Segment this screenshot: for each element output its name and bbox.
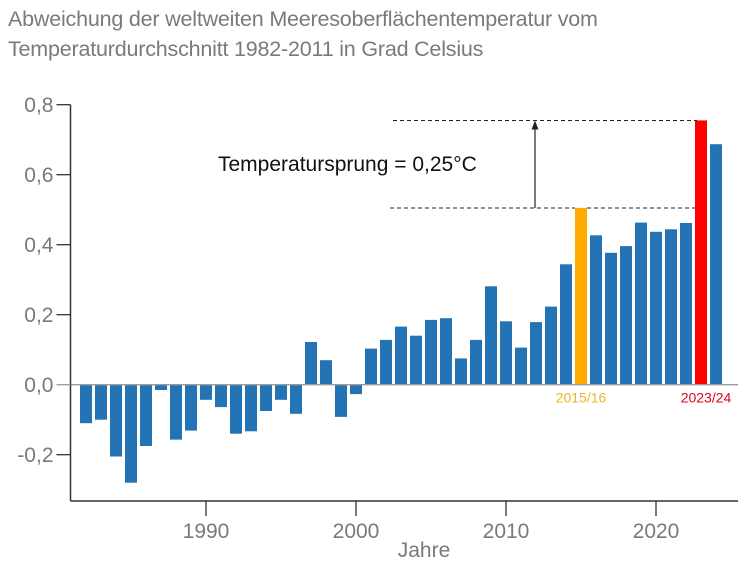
x-ticks-group: 1990 2000 2010 2020 [183,501,680,543]
chart-title: Abweichung der weltweiten Meeresoberfläc… [8,4,598,64]
bar-2008 [470,339,482,385]
highlight-labels-group: 2015/16 2023/24 [556,390,732,406]
annotation-text: Temperatursprung = 0,25°C [218,153,477,176]
bar-1987 [155,384,167,390]
x-tick-label: 2010 [483,520,530,543]
y-tick-label: 0,8 [24,94,53,117]
bar-2012 [530,322,542,385]
x-axis-label: Jahre [398,539,451,562]
bar-1990 [200,384,212,400]
bar-1992 [230,384,242,434]
bar-1993 [245,384,257,432]
bar-1999 [335,384,347,417]
bar-2014 [560,264,572,385]
highlight-label-2015: 2015/16 [556,390,607,406]
bar-1985 [125,384,137,483]
bar-2018 [620,246,632,385]
bar-2004 [410,335,422,385]
bar-1998 [320,360,332,385]
bar-2003 [395,326,407,385]
bars-group [80,120,722,483]
bar-2022 [680,223,692,385]
bar-2019 [635,222,647,385]
y-tick-label: 0,0 [24,374,53,397]
bar-1988 [170,384,182,440]
x-tick-label: 1990 [183,520,230,543]
bar-2001 [365,348,377,385]
bar-2011 [515,347,527,385]
bar-2024 [710,144,722,385]
bar-1991 [215,384,227,408]
bar-1982 [80,384,92,424]
bar-1983 [95,384,107,420]
y-tick-label: -0,2 [17,444,53,467]
x-tick-label: 2020 [633,520,680,543]
bar-2000 [350,384,362,395]
bar-2007 [455,358,467,385]
bar-2015 [575,207,587,385]
y-ticks-group: -0,2 0,0 0,2 0,4 0,6 0,8 [17,94,71,467]
chart-title-line-2: Temperaturdurchschnitt 1982-2011 in Grad… [8,37,484,61]
bar-1984 [110,384,122,457]
bar-2006 [440,318,452,385]
x-tick-label: 2000 [333,520,380,543]
bar-1996 [290,384,302,414]
bar-2005 [425,319,437,385]
bar-1986 [140,384,152,446]
bar-2021 [665,229,677,385]
bar-2017 [605,252,617,385]
bar-2002 [380,339,392,385]
y-tick-label: 0,2 [24,304,53,327]
bar-2010 [500,321,512,385]
y-tick-label: 0,6 [24,164,53,187]
bar-2013 [545,306,557,385]
bar-1994 [260,384,272,411]
arrow-up-icon [531,120,539,130]
bar-1997 [305,342,317,385]
chart-title-line-1: Abweichung der weltweiten Meeresoberfläc… [8,7,598,31]
highlight-label-2023: 2023/24 [681,390,732,406]
bar-1995 [275,384,287,400]
bar-2020 [650,231,662,385]
bar-2023 [695,120,707,385]
bar-1989 [185,384,197,431]
y-tick-label: 0,4 [24,234,54,257]
annotation-group: Temperatursprung = 0,25°C [218,119,697,209]
bar-2016 [590,235,602,385]
bar-2009 [485,286,497,385]
